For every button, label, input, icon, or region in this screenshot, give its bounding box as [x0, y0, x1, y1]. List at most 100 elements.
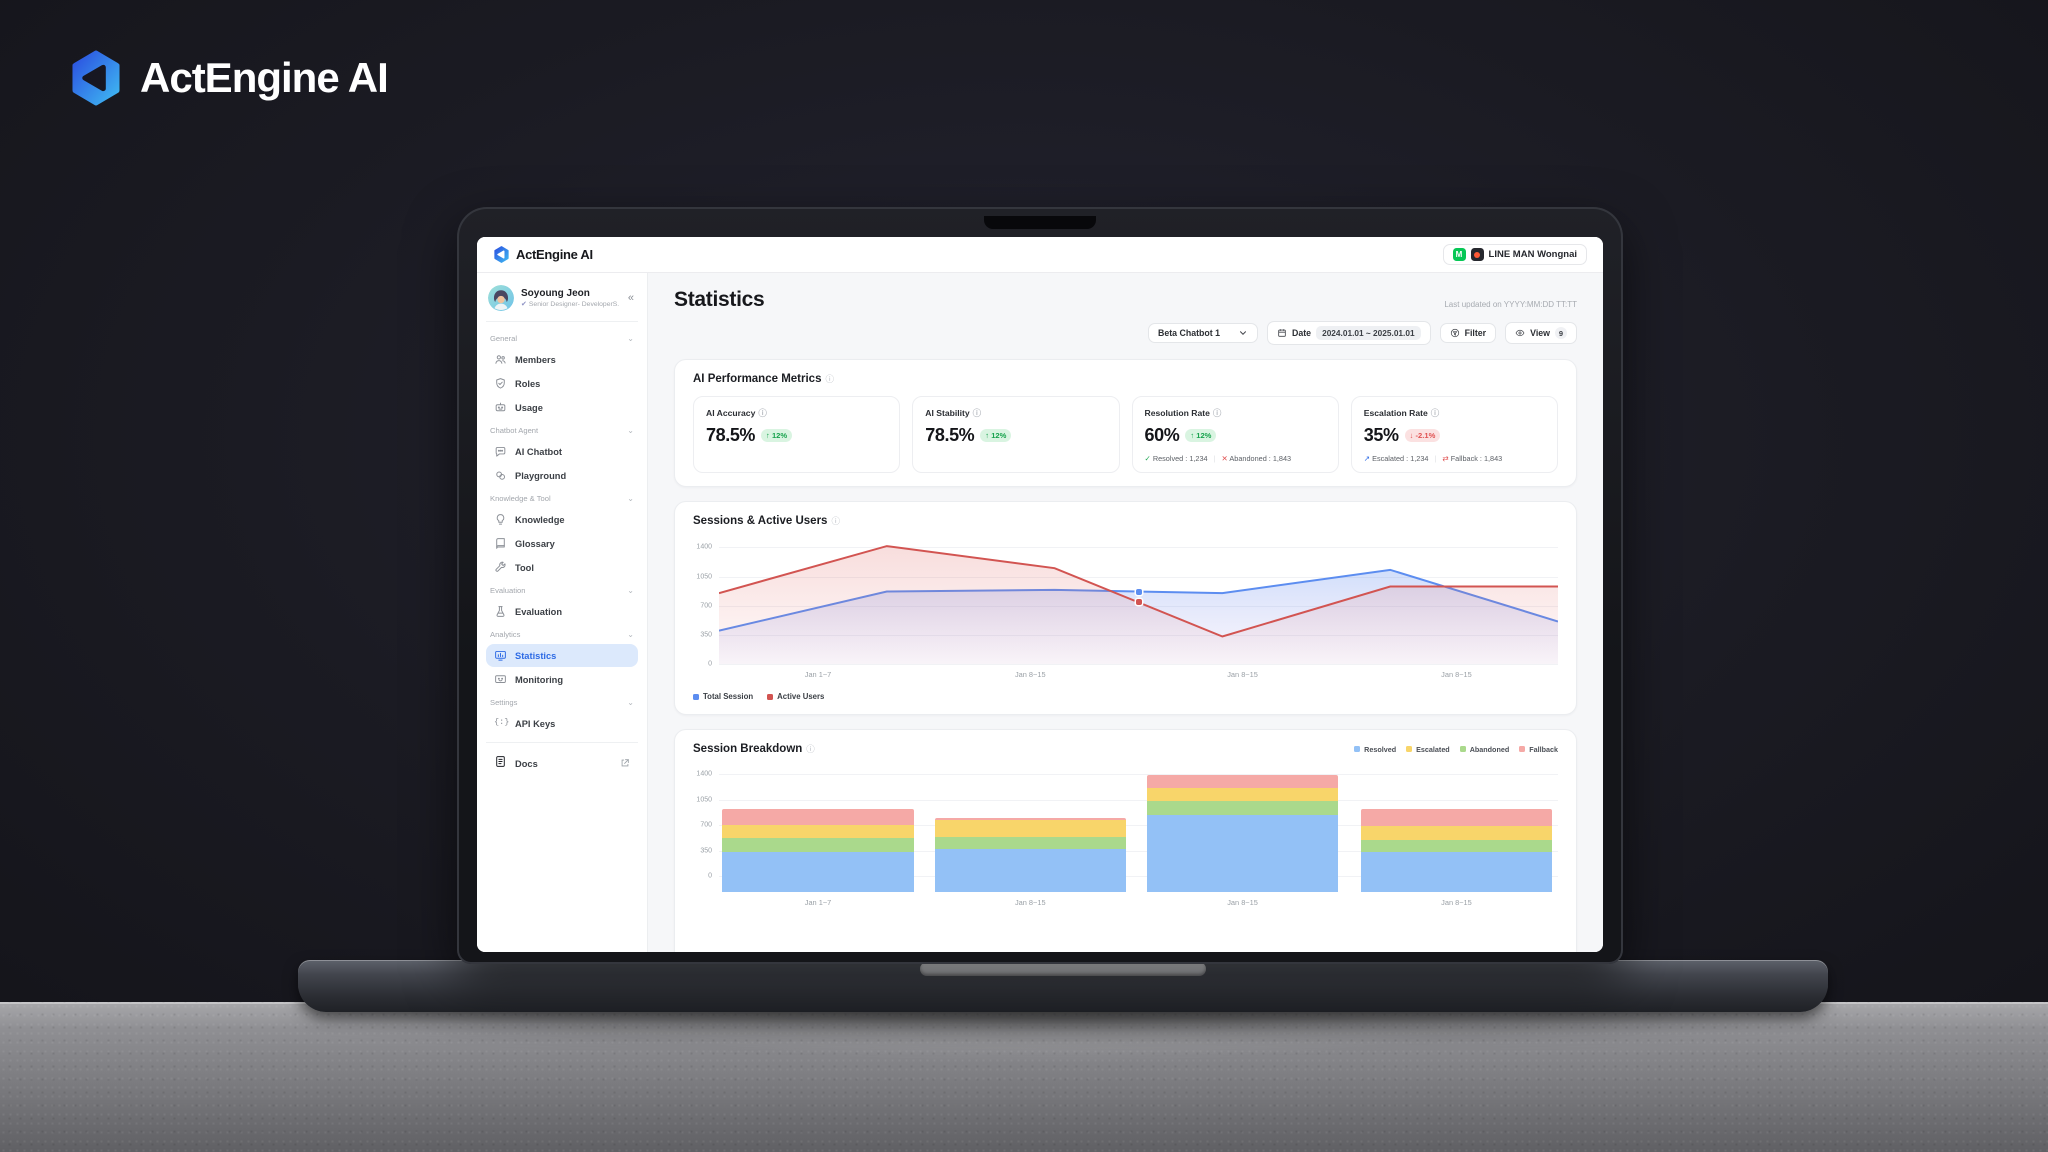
app-logo[interactable]: ActEngine AI [493, 246, 593, 263]
stacked-bar[interactable] [934, 818, 1126, 892]
stats-icon [494, 649, 507, 662]
info-icon[interactable]: ⓘ [972, 408, 982, 418]
chatbot-select[interactable]: Beta Chatbot 1 [1148, 323, 1258, 343]
stacked-bar[interactable] [722, 808, 914, 892]
breakdown-card-title: Session Breakdown [693, 743, 803, 755]
sidebar-item-playground[interactable]: Playground [486, 464, 638, 487]
wongnai-icon [1470, 248, 1484, 261]
eye-icon [1515, 329, 1525, 337]
user-role: ✔ Senior Designer- DeveloperS... [521, 300, 619, 309]
sidebar-item-ai-chatbot[interactable]: AI Chatbot [486, 440, 638, 463]
info-icon[interactable]: ⓘ [1212, 408, 1222, 418]
bar-segment-resolved [934, 848, 1126, 892]
workspace-name: LINE MAN Wongnai [1488, 249, 1577, 260]
x-axis-label: Jan 1~7 [804, 898, 832, 907]
sidebar-item-docs[interactable]: Docs [486, 749, 638, 779]
sidebar-section-settings[interactable]: Settings ⌄ [486, 692, 638, 711]
workspace-badge[interactable]: M LINE MAN Wongnai [1442, 244, 1587, 265]
metric-delta-badge: ↑ 12% [761, 429, 793, 442]
metric-label: Resolution Rate ⓘ [1144, 408, 1222, 418]
sidebar-item-label: AI Chatbot [515, 446, 562, 457]
user-profile[interactable]: Soyoung Jeon ✔ Senior Designer- Developer… [486, 283, 638, 319]
stacked-bar[interactable] [1146, 775, 1339, 892]
legend-item-fallback: Fallback [1519, 745, 1558, 754]
info-icon[interactable]: ⓘ [1430, 408, 1440, 418]
legend-item-resolved: Resolved [1354, 745, 1396, 754]
sidebar-section-chatbot-agent[interactable]: Chatbot Agent ⌄ [486, 420, 638, 439]
docs-icon [494, 755, 507, 773]
sidebar-item-monitoring[interactable]: Monitoring [486, 668, 638, 691]
sidebar-item-usage[interactable]: Usage [486, 396, 638, 419]
chevron-down-icon: ⌄ [627, 333, 634, 343]
bar-segment-fallback [1146, 775, 1339, 789]
sidebar-item-label: Knowledge [515, 514, 565, 525]
sidebar-item-statistics[interactable]: Statistics [486, 644, 638, 667]
app-logo-icon [494, 246, 509, 263]
filter-button[interactable]: Filter [1439, 323, 1497, 343]
info-icon[interactable]: ⓘ [806, 744, 815, 754]
stacked-bar[interactable] [1360, 808, 1553, 892]
flask-icon [494, 605, 507, 618]
chevron-down-icon: ⌄ [627, 425, 634, 435]
x-axis-label: Jan 8~15 [1227, 670, 1258, 679]
chevron-down-icon: ⌄ [627, 493, 634, 503]
bar-segment-escalated [722, 825, 914, 838]
sessions-card-title: Sessions & Active Users [693, 515, 828, 527]
sidebar-item-label: Tool [515, 562, 534, 573]
sidebar-section-analytics[interactable]: Analytics ⌄ [486, 624, 638, 643]
date-range-button[interactable]: Date 2024.01.01 ~ 2025.01.01 [1267, 321, 1431, 345]
data-point-marker[interactable] [1135, 588, 1142, 595]
wrench-icon [494, 561, 507, 574]
sidebar-item-knowledge[interactable]: Knowledge [486, 508, 638, 531]
info-icon[interactable]: ⓘ [831, 516, 840, 526]
sidebar-item-api-keys[interactable]: {:} API Keys [486, 712, 638, 735]
x-axis-label: Jan 8~15 [1441, 898, 1472, 907]
metric-value: 60% [1144, 425, 1180, 445]
sidebar-item-glossary[interactable]: Glossary [486, 532, 638, 555]
verified-icon: ✔ [521, 301, 527, 308]
metric-card-ai-accuracy: AI Accuracy ⓘ 78.5% ↑ 12% [693, 396, 901, 473]
sidebar-item-tool[interactable]: Tool [486, 556, 638, 579]
check-icon: ✓ [1144, 454, 1151, 463]
bar-segment-resolved [1146, 815, 1339, 892]
info-icon[interactable]: ⓘ [758, 408, 767, 418]
sidebar-section-general[interactable]: General ⌄ [486, 328, 638, 347]
book-icon [494, 537, 507, 550]
bar-segment-abandoned [934, 836, 1126, 849]
breakdown-bar-chart: 1400 1050 700 350 0 Jan 1~7 Jan 8~15 Jan 8~15 Ja… [693, 767, 1558, 910]
shield-icon [494, 377, 507, 390]
bar-segment-escalated [934, 820, 1126, 837]
metric-card-ai-stability: AI Stability ⓘ 78.5% ↑ 12% [912, 396, 1120, 473]
chevron-down-icon: ⌄ [627, 629, 634, 639]
laptop-notch [984, 216, 1096, 229]
bar-segment-resolved [722, 851, 914, 892]
laptop-screen: ActEngine AI M LINE MAN Wongnai Soyoung [457, 207, 1623, 964]
sidebar-collapse-button[interactable]: « [627, 292, 634, 304]
sidebar-item-label: Usage [515, 402, 543, 413]
cross-icon: ✕ [1221, 454, 1228, 463]
brand-logo: ActEngine AI [68, 50, 389, 106]
filter-toolbar: Beta Chatbot 1 Date 2024.01.01 ~ 2025.01… [674, 321, 1577, 345]
sidebar-section-knowledge-tool[interactable]: Knowledge & Tool ⌄ [486, 488, 638, 507]
legend-item-active-users: Active Users [767, 692, 824, 701]
sidebar-item-roles[interactable]: Roles [486, 372, 638, 395]
sidebar-item-label: Evaluation [515, 606, 563, 617]
sessions-line-chart: 1400 1050 700 350 0 Jan 1~7 Jan 8~15 Jan 8~15 Ja… [693, 539, 1558, 682]
metric-delta-badge: ↑ 12% [1185, 429, 1217, 442]
app-logo-text: ActEngine AI [516, 247, 593, 262]
metric-delta-badge: ↑ 12% [980, 429, 1012, 442]
view-button[interactable]: View 9 [1505, 322, 1577, 344]
sidebar-item-evaluation[interactable]: Evaluation [486, 600, 638, 623]
section-label: General [490, 334, 518, 343]
laptop-scoop [920, 962, 1206, 976]
info-icon[interactable]: ⓘ [825, 374, 834, 384]
lineman-icon: M [1452, 248, 1466, 261]
api-icon: {:} [494, 717, 510, 727]
sidebar-item-members[interactable]: Members [486, 348, 638, 371]
data-point-marker[interactable] [1135, 599, 1142, 606]
section-label: Evaluation [490, 586, 526, 595]
x-axis-label: Jan 8~15 [1014, 898, 1046, 907]
sidebar-section-evaluation[interactable]: Evaluation ⌄ [486, 580, 638, 599]
sidebar-item-label: Monitoring [515, 674, 564, 685]
